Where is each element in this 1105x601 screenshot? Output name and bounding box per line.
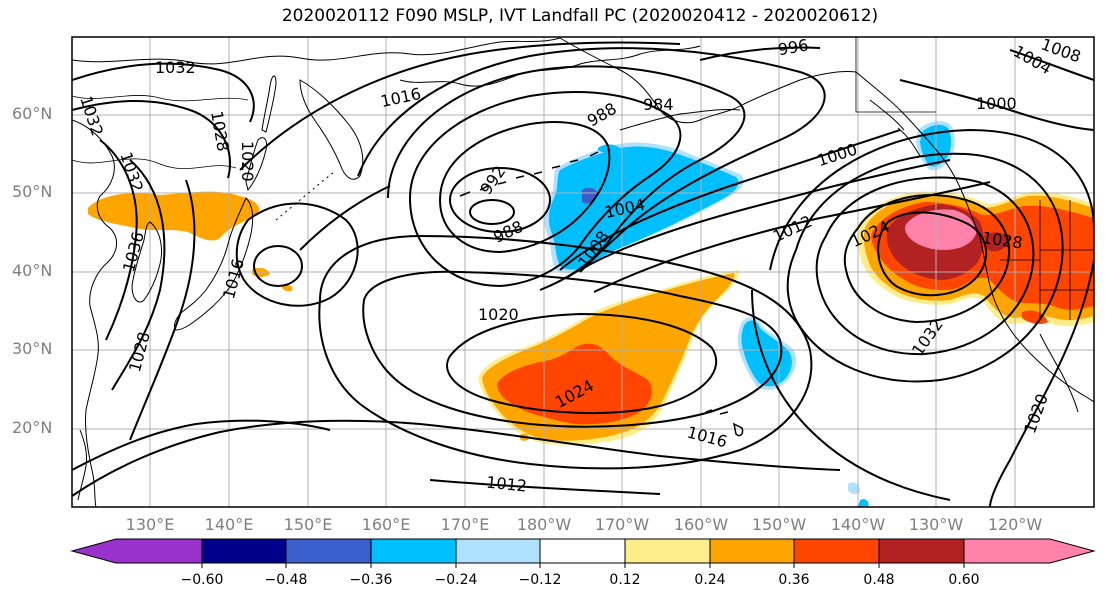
lon-label: 120°W	[987, 515, 1043, 534]
colorbar-segment	[624, 538, 711, 564]
colorbar	[70, 538, 1096, 568]
map-frame	[71, 36, 1095, 508]
lat-label: 30°N	[12, 339, 53, 358]
lon-label: 130°W	[908, 515, 964, 534]
lat-label: 20°N	[12, 418, 53, 437]
coastlines	[72, 37, 1094, 507]
lon-label: 130°E	[125, 515, 175, 534]
colorbar-tick-label: 0.24	[694, 572, 726, 588]
map-area: 1032 1032 1028 1032 1020 1036 1016 1028 …	[72, 35, 1094, 507]
colorbar-tick-label: −0.48	[264, 572, 308, 588]
lon-label: 160°W	[673, 515, 729, 534]
contour-label: 1020	[238, 141, 257, 182]
graticule	[72, 37, 1094, 507]
contour-label: 1012	[485, 473, 527, 496]
lat-label: 60°N	[12, 104, 53, 123]
contour-label: 1020	[478, 305, 519, 324]
contour-label: 1032	[155, 58, 196, 77]
mslp-contours	[72, 41, 1094, 507]
lon-label: 140°W	[830, 515, 886, 534]
colorbar-tick-label: 0.48	[863, 572, 895, 588]
lon-label: 150°E	[283, 515, 333, 534]
colorbar-segment	[709, 538, 795, 564]
colorbar-tick-label: −0.36	[349, 572, 393, 588]
ivt-shading-gulf-alaska	[544, 142, 744, 274]
colorbar-segment	[963, 538, 1096, 564]
colorbar-segment	[370, 538, 457, 564]
colorbar-segment	[70, 538, 203, 564]
lon-label: 160°E	[361, 515, 411, 534]
ivt-shading-central-pacific	[478, 270, 739, 445]
map-title: 2020020112 F090 MSLP, IVT Landfall PC (2…	[281, 6, 879, 26]
colorbar-segment	[285, 538, 372, 564]
lon-label: 150°W	[751, 515, 807, 534]
colorbar-segment	[539, 538, 626, 564]
contour-label: 1000	[976, 94, 1017, 113]
colorbar-segment	[793, 538, 880, 564]
colorbar-tick-label: −0.60	[180, 572, 224, 588]
lon-label: 140°E	[204, 515, 254, 534]
lon-label: 170°W	[594, 515, 650, 534]
colorbar-segment	[455, 538, 541, 564]
contour-label: 984	[643, 95, 674, 114]
contour-label: 996	[776, 35, 809, 59]
colorbar-tick-label: −0.24	[434, 572, 478, 588]
lat-label: 50°N	[12, 182, 53, 201]
colorbar-tick-label: 0.60	[948, 572, 980, 588]
colorbar-tick-label: 0.36	[778, 572, 810, 588]
colorbar-tick-label: −0.12	[518, 572, 562, 588]
colorbar-segment	[878, 538, 965, 564]
colorbar-tick-label: 0.12	[609, 572, 641, 588]
colorbar-segment	[201, 538, 287, 564]
lon-label: 180°W	[516, 515, 572, 534]
ivt-shading-ne-pacific	[857, 191, 1094, 327]
lat-label: 40°N	[12, 261, 53, 280]
lon-label: 170°E	[440, 515, 490, 534]
